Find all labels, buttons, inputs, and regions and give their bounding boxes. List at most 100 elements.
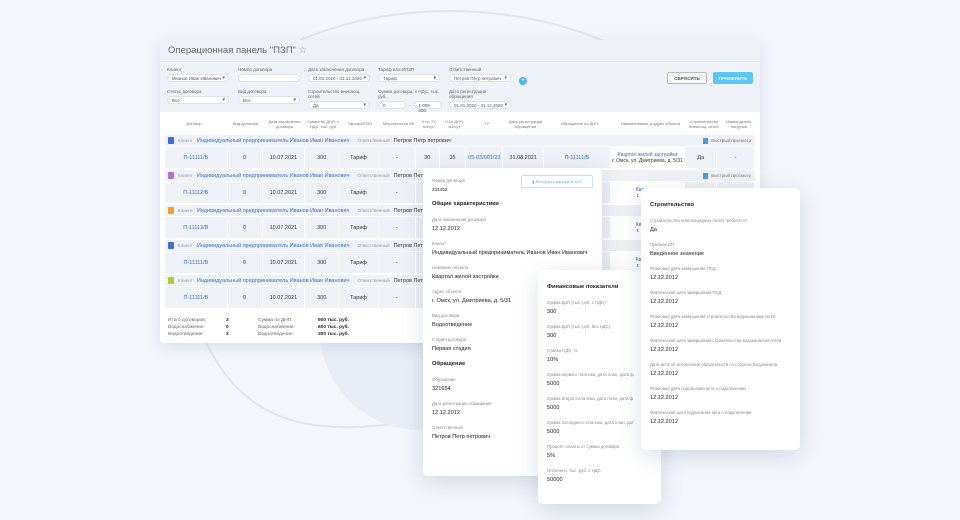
footer-item: Водоотведение: 300 тыс. руб. bbox=[258, 332, 349, 337]
cell: 0 bbox=[228, 252, 263, 273]
contract-number-input[interactable] bbox=[238, 74, 300, 82]
quick-view-icon bbox=[703, 172, 709, 179]
cell: 10.07.2021 bbox=[263, 252, 306, 273]
client-link[interactable]: Индивидуальный предприниматель Иванов Ив… bbox=[196, 137, 350, 144]
column-header[interactable]: Сумма по ДНП, с НДС, тыс. руб bbox=[307, 118, 339, 129]
cell: Тариф bbox=[339, 252, 379, 273]
quick-view-button[interactable]: Быстрый просмотр bbox=[703, 137, 751, 144]
object-link[interactable]: Квартал жилой застройки bbox=[617, 151, 678, 158]
cell[interactable]: П-11111/В bbox=[165, 252, 228, 273]
sum-from-input[interactable]: 0 bbox=[378, 101, 406, 109]
quick-view-button[interactable]: Быстрый просмотр bbox=[703, 172, 751, 179]
field: Фактическая дата завершения ПСД 12.12.201… bbox=[650, 290, 722, 305]
field: Фактическая дата подписания акта о подкл… bbox=[650, 410, 752, 425]
cell[interactable]: 05-03/001/23 bbox=[466, 147, 504, 168]
field: Оплачено, тыс. руб. с НДС 50000 bbox=[547, 468, 601, 483]
page-title: Операционная панель "ПЗП" ☆ bbox=[160, 40, 760, 62]
field: Вид договора Водоотведение bbox=[432, 313, 473, 328]
field: Клиент Индивидуальный предприниматель Ива… bbox=[432, 241, 588, 256]
tariff-select[interactable]: Тариф bbox=[378, 74, 440, 82]
cell[interactable]: П-11113/В bbox=[165, 217, 228, 238]
export-xls-button[interactable]: ▮ Выгрузить данные в XLS bbox=[521, 175, 593, 188]
cell: 0 bbox=[228, 217, 263, 238]
field: Ответственный Петров Петр петрович bbox=[432, 425, 491, 440]
contract-date-select[interactable]: 01.01.2020 - 31.12.2020 bbox=[308, 74, 370, 82]
column-header[interactable]: Новоподключ. нагрузки bbox=[725, 118, 753, 129]
sum-to-input[interactable]: 1 000 000 bbox=[413, 101, 442, 113]
cell[interactable] bbox=[544, 252, 611, 273]
filter-client: Клиент Иванов Иван Иванович bbox=[167, 67, 229, 82]
cell: 0 bbox=[228, 147, 263, 168]
responsible-select[interactable]: Петров Петр петрович bbox=[449, 74, 511, 82]
column-header[interactable]: Обращение на ДНП bbox=[560, 121, 599, 126]
cell: 10.07.2021 bbox=[263, 217, 306, 238]
cell: - bbox=[717, 147, 755, 168]
field: Обращение 321654 bbox=[432, 377, 456, 392]
type-select[interactable]: Все bbox=[238, 96, 300, 104]
field: Сумма первого платежа, дата план, дата ф… bbox=[547, 372, 634, 387]
column-header[interactable]: Договор bbox=[186, 121, 202, 126]
column-header[interactable]: Наименование и адрес объекта bbox=[620, 121, 681, 126]
filter-construction: Строительство внеплощ. сетей Да bbox=[308, 89, 370, 109]
finance-card: Финансовые показатели Сумма ДоП (тыс. руб… bbox=[538, 270, 661, 504]
cell[interactable] bbox=[544, 182, 611, 203]
filter-status: Статус договора Все bbox=[167, 89, 229, 104]
cell: 300 bbox=[305, 182, 340, 203]
footer-totals: Итого договоров: 3 Водоснабжение: 0 Водоотве… bbox=[168, 317, 229, 338]
footer-item: Водоснабжение: 600 тыс. руб. bbox=[258, 325, 349, 330]
object-cell: Квартал жилой застройки г. Омск, ул. Дмит… bbox=[610, 147, 686, 168]
construction-select[interactable]: Да bbox=[308, 101, 370, 109]
cell: 300 bbox=[305, 217, 340, 238]
column-header[interactable]: Мероприятия ВК bbox=[382, 121, 415, 126]
star-icon[interactable]: ☆ bbox=[298, 45, 308, 56]
apply-button[interactable]: ПРИМЕНИТЬ bbox=[713, 72, 753, 84]
client-link[interactable]: Индивидуальный предприниматель Иванов Ив… bbox=[196, 242, 350, 249]
client-link[interactable]: Индивидуальный предприниматель Иванов Ив… bbox=[196, 172, 350, 179]
row-data: П-11111/В 0 10.07.2021 300 Тариф -30 35 05-03/0… bbox=[165, 147, 755, 168]
table-row[interactable]: Клиент Индивидуальный предприниматель Ива… bbox=[165, 135, 755, 168]
footer-item: Сумма по ДНП: 900 тыс. руб. bbox=[258, 318, 349, 323]
construction-card: Строительство Строительство внеплощадных … bbox=[641, 188, 800, 450]
status-select[interactable]: Все bbox=[167, 96, 229, 104]
quick-view-icon bbox=[703, 137, 709, 144]
column-header[interactable]: Тариф/ИПЗП bbox=[347, 121, 373, 126]
filter-contract-number: Номер договора bbox=[238, 67, 300, 82]
footer-item: Итого договоров: 3 bbox=[168, 318, 229, 323]
field: Ставка НДС, % 10% bbox=[547, 348, 578, 363]
client-select[interactable]: Иванов Иван Иванович bbox=[167, 74, 229, 82]
column-header[interactable]: V по ТУ, м3/сут bbox=[421, 118, 437, 129]
add-filter-button[interactable]: + bbox=[519, 77, 527, 85]
column-header[interactable]: Дата регистрации обращения bbox=[508, 118, 543, 129]
column-header[interactable]: Дата заключения договора bbox=[268, 118, 301, 129]
cell[interactable]: П-11112/В bbox=[165, 182, 228, 203]
cell: 0 bbox=[228, 182, 263, 203]
cell[interactable]: П-11111/В bbox=[165, 287, 228, 308]
column-header[interactable]: Строительство внеплощ. сетей bbox=[689, 118, 719, 129]
column-header[interactable]: V по ДНП, м3/сут bbox=[445, 118, 464, 129]
column-header[interactable]: Вид договора bbox=[232, 121, 259, 126]
field: Признак ИП Введённое значение bbox=[650, 242, 704, 257]
client-link[interactable]: Индивидуальный предприниматель Иванов Ив… bbox=[196, 277, 350, 284]
client-link[interactable]: Индивидуальный предприниматель Иванов Ив… bbox=[196, 207, 350, 214]
field: Плановая дата завершения строительства в… bbox=[650, 314, 776, 329]
cell: - bbox=[379, 182, 416, 203]
field: Стадия договора Первая стадия bbox=[432, 337, 471, 352]
document-icon bbox=[168, 277, 174, 284]
field: Дата акта об исполнении обязательств со … bbox=[650, 362, 777, 377]
cell[interactable] bbox=[544, 217, 611, 238]
cell[interactable]: П-11111/В bbox=[165, 147, 228, 168]
footer-item: Водоснабжение: 0 bbox=[168, 325, 229, 330]
field: Дата регистрации обращения 12.12.2012 bbox=[432, 401, 492, 416]
document-icon bbox=[168, 172, 174, 179]
field: Сумма ДоП (тыс. руб. с НДС) 300 bbox=[547, 300, 606, 315]
cell: 300 bbox=[305, 252, 340, 273]
cell[interactable]: П-11111/В bbox=[544, 147, 611, 168]
reset-button[interactable]: СБРОСИТЬ bbox=[667, 72, 707, 84]
row-client-strip: Клиент Индивидуальный предприниматель Ива… bbox=[165, 135, 755, 147]
document-icon bbox=[168, 242, 174, 249]
cell: - bbox=[379, 287, 416, 308]
column-header[interactable]: ТУ bbox=[484, 121, 489, 126]
cell: 10.07.2021 bbox=[263, 182, 306, 203]
reg-date-select[interactable]: 01.01.2020 - 31.12.2020 bbox=[449, 101, 511, 109]
